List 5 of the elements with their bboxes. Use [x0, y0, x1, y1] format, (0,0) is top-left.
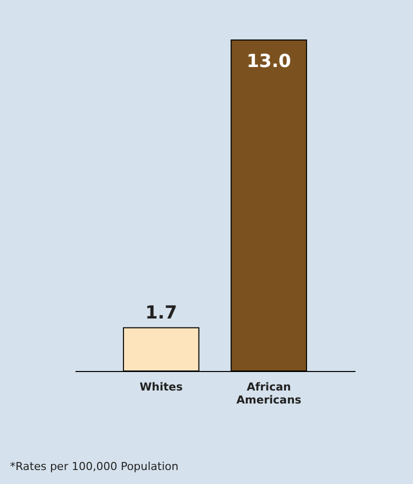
data-label: 1.7 — [145, 302, 178, 324]
text: *Rates per 100,000 Population — [10, 460, 179, 473]
x-tick-label: African Americans — [236, 380, 302, 406]
data-label: 13.0 — [246, 51, 292, 72]
x-tick-label: Whites — [140, 380, 184, 394]
